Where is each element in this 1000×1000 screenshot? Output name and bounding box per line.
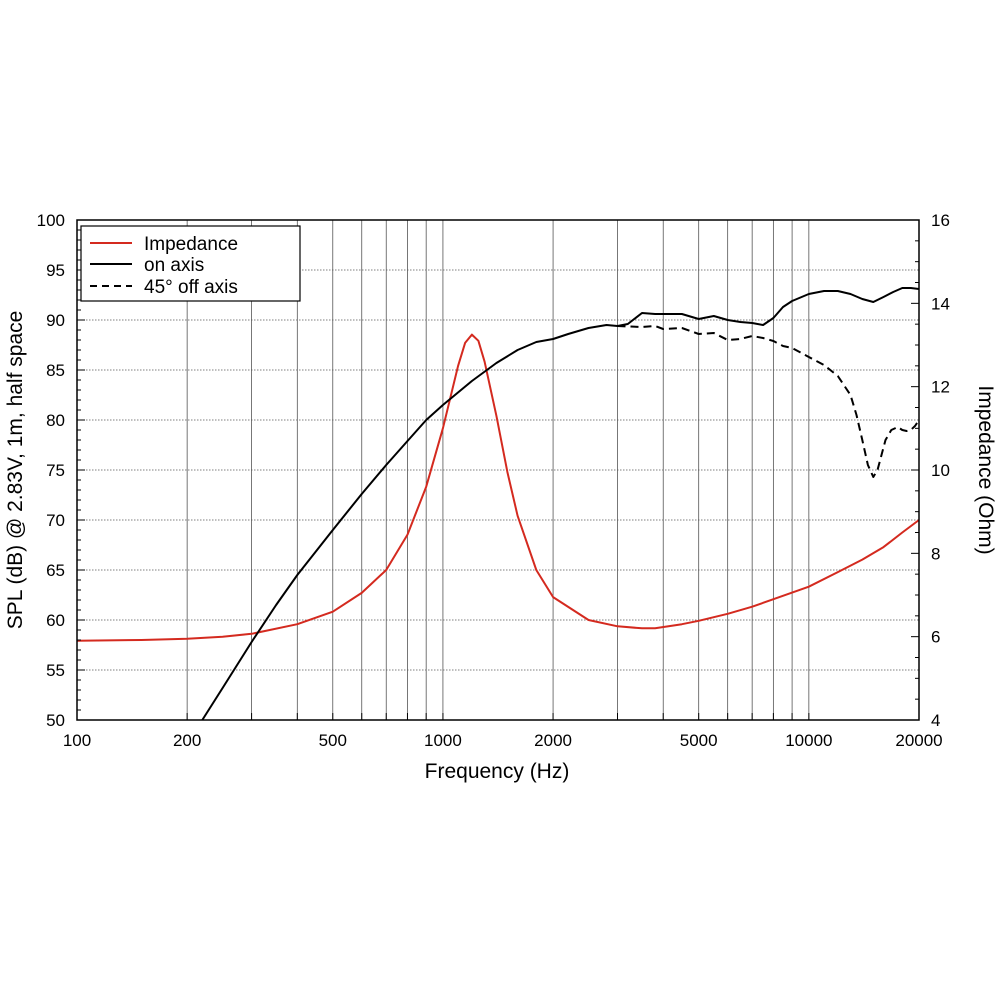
y2-tick-label: 14 (931, 294, 950, 313)
legend: Impedance on axis 45° off axis (80, 225, 301, 302)
x-tick-label: 200 (173, 731, 201, 750)
y-tick-label: 55 (46, 661, 65, 680)
x-tick-label: 5000 (680, 731, 718, 750)
grid-lines (77, 220, 919, 720)
y-tick-label: 100 (37, 211, 65, 230)
legend-label-on-axis: on axis (144, 255, 204, 276)
y2-tick-label: 10 (931, 461, 950, 480)
y-axis-title: SPL (dB) @ 2.83V, 1m, half space (4, 311, 27, 630)
y2-tick-label: 8 (931, 544, 940, 563)
y-tick-label: 75 (46, 461, 65, 480)
x-tick-label: 20000 (895, 731, 942, 750)
y-tick-label: 80 (46, 411, 65, 430)
legend-label-off-axis: 45° off axis (144, 277, 238, 298)
y-tick-label: 70 (46, 511, 65, 530)
axis-ticks: 100 200 500 1000 2000 5000 10000 20000 50 55 60 65 7… (37, 211, 950, 750)
y2-tick-label: 16 (931, 211, 950, 230)
series-on-axis-line (201, 287, 920, 721)
x-axis-title: Frequency (Hz) (425, 760, 570, 783)
y2-axis-title: Impedance (Ohm) (974, 385, 997, 554)
y-tick-label: 95 (46, 261, 65, 280)
y-tick-label: 65 (46, 561, 65, 580)
y-tick-label: 85 (46, 361, 65, 380)
y2-tick-label: 6 (931, 628, 940, 647)
x-tick-label: 500 (319, 731, 347, 750)
series-layer (76, 287, 920, 721)
series-off-axis-line (617, 325, 920, 478)
x-tick-label: 10000 (785, 731, 832, 750)
y-tick-label: 50 (46, 711, 65, 730)
x-tick-label: 100 (63, 731, 91, 750)
series-impedance-line (76, 333, 920, 642)
y2-tick-label: 12 (931, 378, 950, 397)
legend-label-impedance: Impedance (144, 234, 238, 255)
y-tick-label: 60 (46, 611, 65, 630)
x-tick-label: 2000 (534, 731, 572, 750)
x-tick-label: 1000 (424, 731, 462, 750)
y-tick-label: 90 (46, 311, 65, 330)
y2-tick-label: 4 (931, 711, 940, 730)
